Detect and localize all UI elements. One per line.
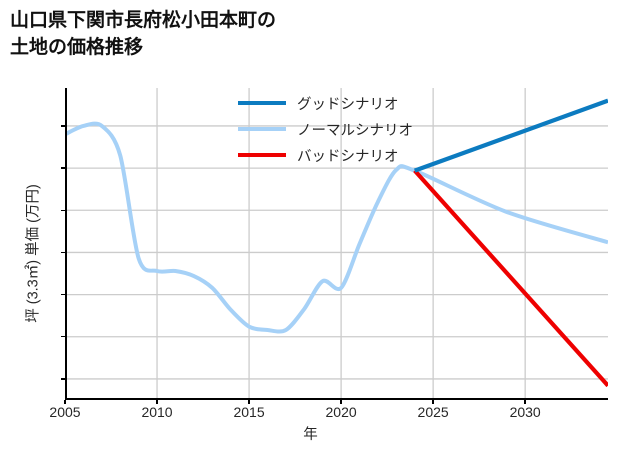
y-tick-mark: [61, 336, 65, 338]
series-lines: [65, 98, 608, 388]
x-tick-mark: [248, 400, 250, 404]
y-tick-mark: [61, 251, 65, 254]
y-tick-mark: [61, 167, 65, 169]
x-tick-mark: [340, 400, 342, 404]
x-tick-mark: [64, 400, 66, 404]
y-tick-mark: [61, 293, 65, 296]
y-tick-mark: [61, 125, 65, 127]
legend-color-swatch: [238, 152, 286, 158]
legend-item[interactable]: グッドシナリオ: [238, 90, 438, 116]
legend-label: バッドシナリオ: [297, 148, 399, 165]
chart-legend: グッドシナリオ ノーマルシナリオ バッドシナリオ: [238, 90, 438, 168]
x-axis-label: 年: [303, 427, 318, 443]
legend-item[interactable]: バッドシナリオ: [238, 142, 438, 168]
x-tick-label: 2020: [325, 404, 357, 420]
legend-color-swatch: [238, 126, 286, 132]
x-axis-spine: [65, 398, 608, 401]
x-tick-label: 2010: [141, 404, 173, 420]
x-tick-label: 2015: [233, 404, 265, 420]
x-tick-label: 2025: [417, 404, 449, 420]
x-tick-mark: [524, 400, 526, 404]
y-tick-mark: [61, 378, 65, 380]
y-axis-spine: [65, 88, 68, 400]
legend-item[interactable]: ノーマルシナリオ: [238, 116, 438, 142]
legend-label: グッドシナリオ: [297, 96, 399, 113]
y-axis-label: 坪 (3.3㎡) 単価 (万円): [25, 184, 42, 323]
series-line-bad: [413, 169, 608, 388]
y-tick-mark: [61, 209, 65, 211]
plot-svg: [65, 88, 608, 400]
legend-label: ノーマルシナリオ: [297, 122, 413, 139]
series-line-good: [414, 98, 608, 173]
x-tick-mark: [156, 400, 158, 404]
series-line-normal: [65, 121, 608, 334]
x-tick-label: 2030: [509, 404, 541, 420]
gridlines: [65, 88, 608, 400]
plot-area: 15.516.016.517.017.518.018.5 20052010201…: [49, 88, 608, 420]
x-tick-mark: [432, 400, 434, 404]
x-tick-label: 2005: [49, 404, 81, 420]
page-title: 山口県下関市長府松小田本町の 土地の価格推移: [10, 10, 277, 58]
legend-color-swatch: [238, 100, 286, 106]
